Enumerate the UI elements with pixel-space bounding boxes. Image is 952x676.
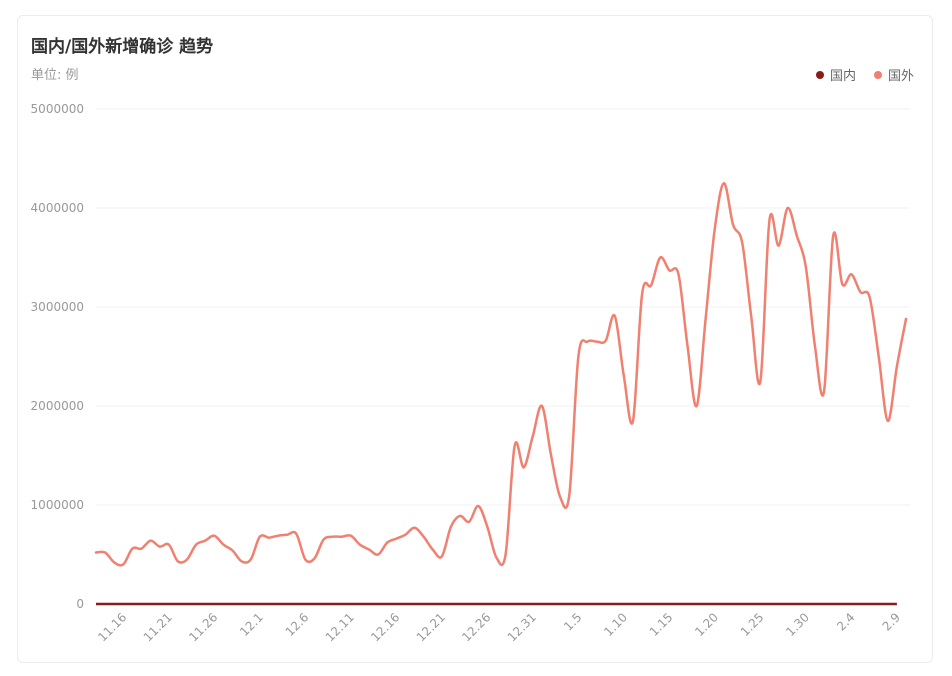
y-tick-label: 1000000 [31, 498, 84, 512]
chart-card [17, 15, 933, 663]
x-tick-label: 1.10 [601, 610, 630, 639]
x-tick-label: 12.31 [505, 610, 539, 644]
legend-dot-domestic [815, 70, 824, 79]
legend-label-domestic: 国内 [829, 69, 856, 84]
y-tick-label: 5000000 [31, 102, 84, 116]
legend-item-foreign[interactable]: 国外 [873, 65, 914, 84]
x-tick-label: 12.6 [283, 610, 312, 639]
x-tick-label: 12.16 [368, 610, 402, 644]
x-tick-label: 12.21 [414, 610, 448, 644]
x-tick-label: 1.15 [647, 610, 676, 639]
chart-title: 国内/国外新增确诊 趋势 [31, 37, 214, 57]
legend-item-domestic[interactable]: 国内 [815, 65, 856, 84]
x-tick-label: 1.20 [692, 610, 721, 639]
x-tick-label: 12.26 [459, 610, 493, 644]
x-tick-label: 11.16 [95, 610, 129, 644]
x-tick-label: 1.5 [561, 610, 584, 633]
unit-label: 单位: 例 [31, 68, 79, 83]
legend-dot-foreign [873, 70, 882, 79]
y-tick-label: 3000000 [31, 300, 84, 314]
x-tick-label: 11.26 [186, 610, 220, 644]
legend-label-foreign: 国外 [887, 69, 914, 84]
y-tick-label: 4000000 [31, 201, 84, 215]
y-tick-label: 2000000 [31, 399, 84, 413]
series-line-foreign [94, 182, 908, 567]
y-tick-label: 0 [76, 597, 84, 611]
x-tick-label: 12.1 [237, 610, 266, 639]
x-tick-label: 11.21 [141, 610, 175, 644]
x-tick-label: 1.30 [783, 610, 812, 639]
x-tick-label: 2.4 [834, 610, 857, 633]
legend: 国内 国外 [815, 65, 914, 84]
x-tick-label: 12.11 [323, 610, 357, 644]
x-tick-label: 2.9 [880, 610, 903, 633]
x-tick-label: 1.25 [738, 610, 767, 639]
